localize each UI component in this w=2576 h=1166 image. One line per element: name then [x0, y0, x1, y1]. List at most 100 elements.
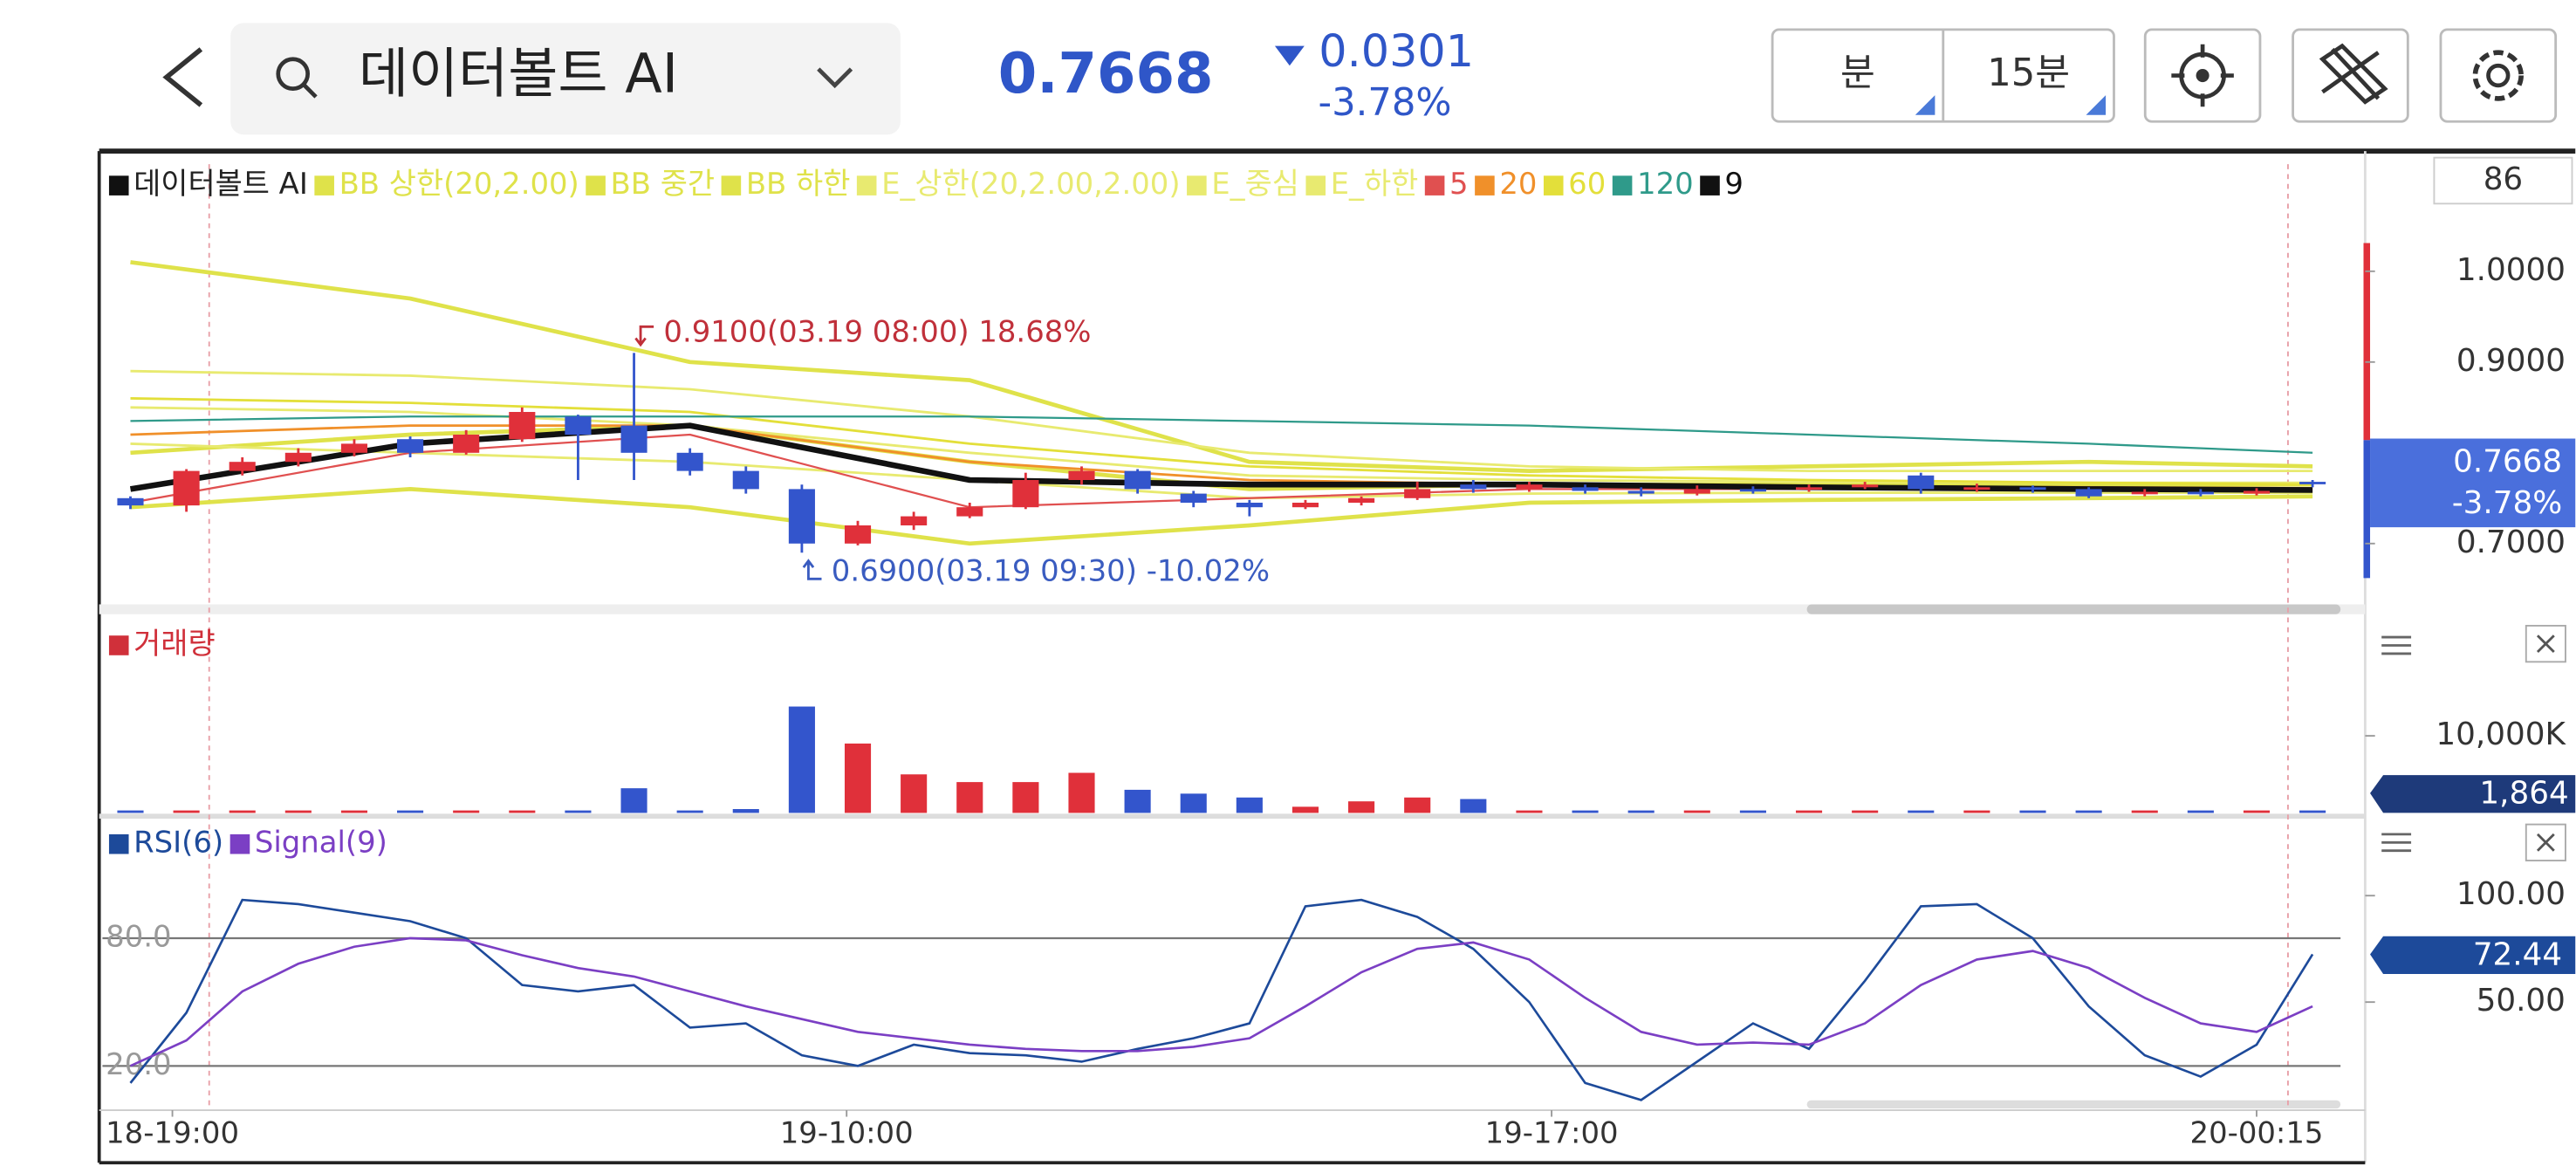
x-tick-label: 19-17:00: [1485, 1116, 1619, 1150]
down-triangle: [1274, 45, 1305, 66]
legend-swatch: [1187, 175, 1207, 195]
candle-body: [1795, 487, 1823, 490]
close-icon: [2536, 833, 2555, 852]
candle-body: [1908, 475, 1935, 490]
legend-label: RSI(6): [134, 826, 223, 860]
scrollbar[interactable]: [1806, 1100, 2341, 1109]
legend-swatch: [721, 175, 742, 195]
legend-swatch: [1424, 175, 1445, 195]
menu-icon[interactable]: [2381, 635, 2412, 655]
candle-body: [1068, 470, 1095, 480]
candle-body: [2299, 482, 2326, 484]
candle-body: [1963, 487, 1990, 490]
legend-label: 거래량: [134, 627, 215, 661]
overlay-line: [130, 423, 2313, 491]
y-tick-label: 100.00: [2456, 876, 2566, 912]
volume-bar: [788, 706, 815, 813]
volume-bar: [1348, 801, 1375, 813]
candle-body: [1180, 493, 1207, 503]
candle-body: [788, 489, 815, 544]
volume-bar: [173, 810, 200, 813]
period-unit[interactable]: 분: [1840, 51, 1875, 95]
rsi-tag-label: 72.44: [2473, 936, 2562, 972]
candle-body: [676, 452, 703, 471]
candle-body: [844, 525, 872, 544]
candle-body: [2131, 491, 2158, 495]
settings-button[interactable]: [2439, 28, 2558, 123]
legend-label: 5: [1449, 167, 1469, 201]
volume-bar: [1963, 810, 1990, 813]
candle-body: [1572, 487, 1599, 491]
legend-label: E_중심: [1211, 167, 1299, 201]
volume-bar: [2187, 810, 2214, 813]
volume-bar: [1795, 810, 1823, 813]
candle-body: [732, 470, 759, 490]
current-price: 0.7668: [998, 42, 1214, 106]
annotation: 0.6900(03.19 09:30) -10.02%: [832, 553, 1270, 587]
overlay-line: [130, 369, 2313, 473]
candle-body: [1739, 489, 1766, 492]
volume-bar: [1012, 782, 1039, 813]
candle-body: [1291, 502, 1319, 508]
legend-swatch: [856, 175, 877, 195]
dropdown-icon[interactable]: [817, 67, 853, 89]
stock-name: 데이터볼트 AI: [359, 42, 678, 106]
volume-tag-label: 1,864: [2479, 776, 2568, 812]
range-bar: [2363, 440, 2371, 579]
search-box[interactable]: [230, 23, 901, 135]
volume-bar: [397, 810, 424, 813]
range-bar: [2363, 243, 2371, 441]
legend-label: BB 중간: [611, 167, 716, 201]
volume-bar: [2131, 810, 2158, 813]
annotation-arrow: [634, 325, 654, 347]
legend-swatch: [1475, 175, 1495, 195]
candle-body: [1124, 470, 1151, 490]
volume-bar: [1683, 810, 1710, 813]
crosshair-icon: [2171, 44, 2234, 107]
volume-bar: [453, 810, 480, 813]
candle-body: [2019, 487, 2046, 490]
legend-swatch: [108, 833, 129, 854]
draw-button[interactable]: [2292, 28, 2409, 123]
volume-bar: [340, 810, 368, 813]
menu-icon[interactable]: [2381, 833, 2412, 853]
volume-bar: [2299, 810, 2326, 813]
y-tick-label: 0.9000: [2456, 343, 2566, 379]
overlay-line: [130, 396, 2313, 486]
overlay-line: [129, 422, 2313, 493]
legend-swatch: [1612, 175, 1633, 195]
corner-mark: [2086, 95, 2107, 115]
volume-bar: [732, 809, 759, 813]
annotation-arrow: [802, 559, 822, 580]
candle-body: [1683, 489, 1710, 494]
legend-label: 20: [1499, 167, 1537, 201]
candle-body: [956, 507, 983, 517]
volume-bar: [1516, 810, 1543, 813]
volume-bar: [1236, 797, 1263, 813]
back-button[interactable]: [162, 47, 203, 107]
legend-label: 60: [1568, 167, 1606, 201]
candle-body: [1012, 479, 1039, 508]
crosshair-icon: [2196, 69, 2209, 83]
x-tick-label: 19-10:00: [780, 1116, 914, 1150]
candle-body: [2243, 490, 2271, 494]
legend-swatch: [586, 175, 606, 195]
search-icon: [276, 57, 310, 91]
candle-body: [1236, 502, 1263, 508]
volume-bar: [844, 743, 872, 813]
x-tick-label: 20-00:15: [2190, 1116, 2324, 1150]
volume-bar: [1852, 810, 1879, 813]
overlay-line: [130, 260, 2313, 473]
draw-icon: [2319, 43, 2388, 105]
candle-body: [117, 497, 144, 506]
legend-label: Signal(9): [255, 826, 387, 860]
candle-body: [1404, 489, 1431, 498]
scrollbar[interactable]: [1806, 604, 2341, 614]
indicator-line: [129, 936, 2313, 1067]
period[interactable]: 15분: [1987, 51, 2070, 95]
search-icon: [303, 84, 318, 99]
candle-body: [453, 435, 480, 453]
candle-body: [1627, 490, 1655, 494]
